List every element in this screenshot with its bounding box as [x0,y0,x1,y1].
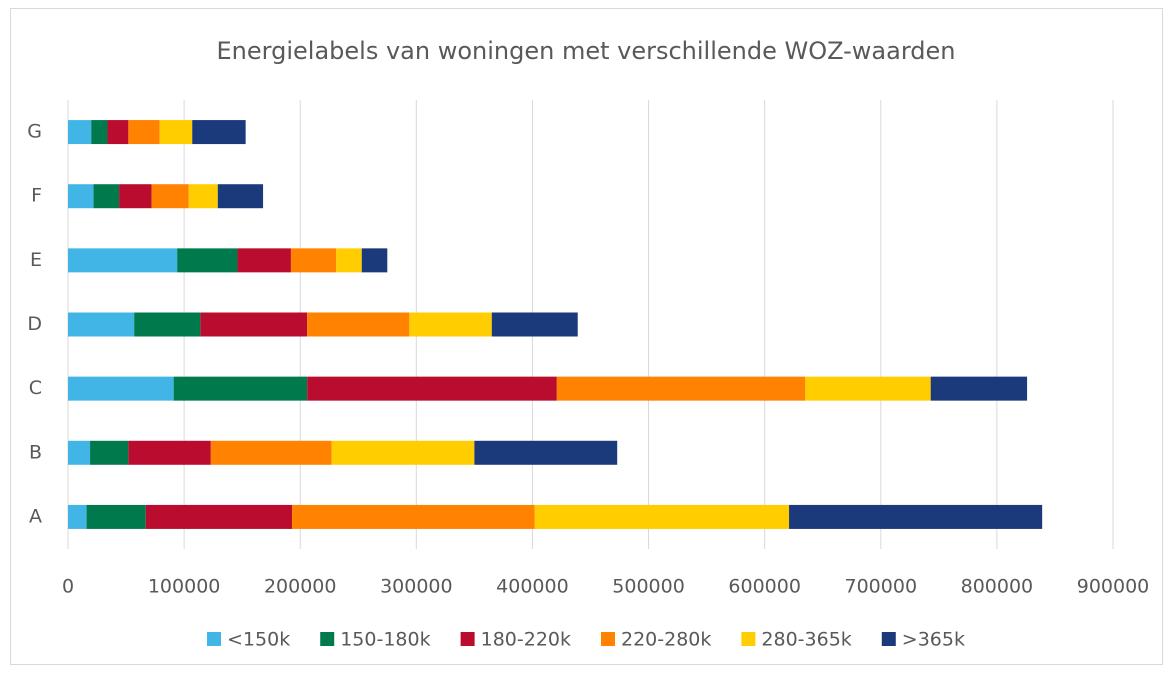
bar-segment [188,184,218,209]
y-tick-label: A [29,505,42,527]
bar-segment [789,504,1043,529]
y-tick-label: D [27,313,42,335]
bar-segment [556,376,806,401]
x-tick-label: 600000 [728,576,801,598]
legend-swatch [320,632,335,646]
x-tick-label: 800000 [961,576,1034,598]
bar-segment [474,440,618,465]
x-tick-label: 500000 [612,576,685,598]
bar-segment [134,312,201,337]
bar-segment [173,376,308,401]
legend-label: 220-280k [621,629,711,651]
legend-swatch [881,632,896,646]
bar-segment [151,184,189,209]
bar-segment [336,248,362,273]
bar-segment [805,376,931,401]
y-tick-label: F [31,185,42,207]
bar-segment [119,184,152,209]
chart-title: Energielabels van woningen met verschill… [217,37,956,65]
bar-segment [200,312,308,337]
legend-label: >365k [902,629,965,651]
legend-label: 150-180k [340,629,430,651]
bar-segment [128,120,160,145]
legend-swatch [601,632,615,646]
y-tick-label: G [27,121,42,143]
bar-segment [68,504,87,529]
x-tick-label: 200000 [264,576,337,598]
legend-label: 280-365k [761,629,851,651]
bar-segment [68,376,174,401]
x-tick-label: 400000 [496,576,569,598]
legend-swatch [741,632,756,646]
bar-segment [93,184,120,209]
y-tick-label: C [29,377,42,399]
bar-segment [68,184,94,209]
legend-swatch [460,632,475,646]
bar-segment [192,120,246,145]
bar-segment [292,504,535,529]
bar-segment [930,376,1028,401]
bar-segment [290,248,337,273]
bar-segment [307,376,557,401]
bar-segment [159,120,193,145]
x-tick-label: 300000 [380,576,453,598]
legend-label: <150k [227,629,290,651]
bar-segment [331,440,475,465]
bar-segment [68,440,91,465]
bar-segment [145,504,293,529]
x-tick-label: 900000 [1077,576,1150,598]
bar-segment [68,248,178,273]
bar-segment [91,120,108,145]
y-tick-label: E [30,249,42,271]
bar-segment [361,248,388,273]
x-tick-label: 700000 [845,576,918,598]
bar-segment [534,504,790,529]
legend-label: 180-220k [481,629,571,651]
bar-segment [491,312,578,337]
bar-segment [217,184,264,209]
legend-swatch [207,632,222,646]
bar-segment [68,312,135,337]
bar-segment [409,312,492,337]
x-tick-label: 100000 [148,576,221,598]
bar-segment [177,248,238,273]
y-tick-label: B [29,441,42,463]
bar-segment [237,248,291,273]
bar-segment [210,440,332,465]
bar-segment [307,312,410,337]
bar-segment [90,440,129,465]
bar-segment [86,504,146,529]
bar-segment [68,120,92,145]
bar-segment [128,440,211,465]
x-tick-label: 0 [62,576,74,598]
bar-segment [107,120,129,145]
